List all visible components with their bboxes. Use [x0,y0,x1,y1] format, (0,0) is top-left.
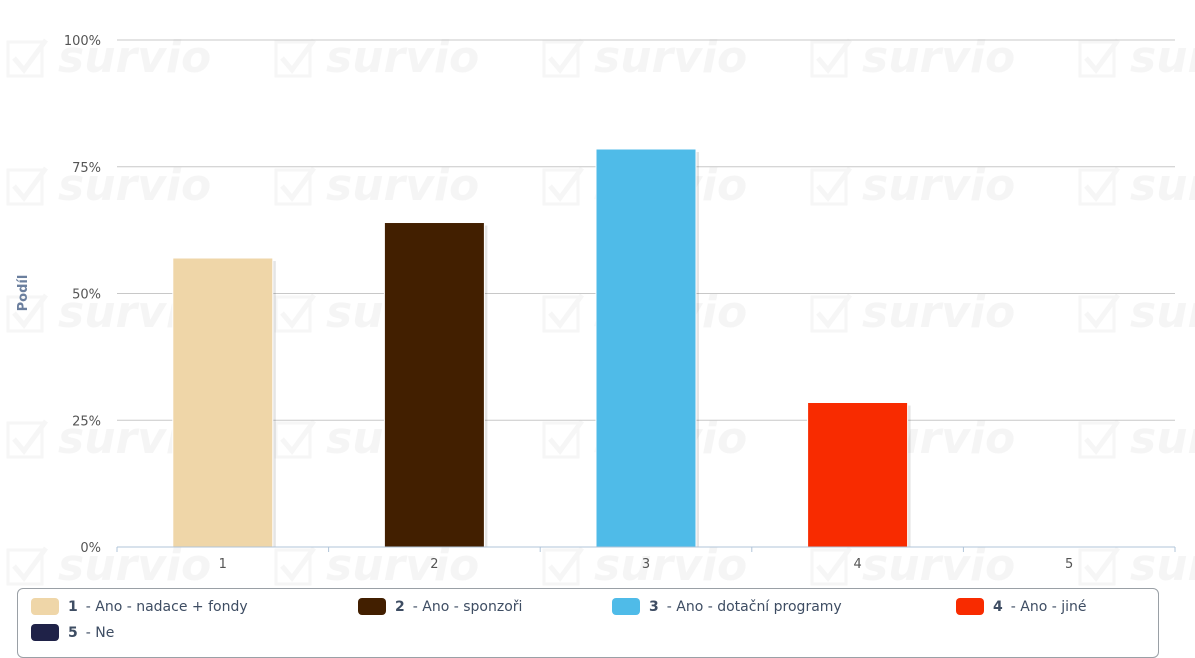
legend-label-1: - Ano - nadace + fondy [85,598,248,615]
y-tick-label: 75% [72,161,101,176]
legend: 1 - Ano - nadace + fondy 2 - Ano - sponz… [17,588,1159,658]
x-tick-label-4: 4 [853,557,861,572]
legend-label-2: - Ano - sponzoři [412,598,523,615]
legend-swatch-3 [612,598,640,615]
bar-2[interactable] [383,222,485,548]
watermark-2-4: survio [1078,287,1195,338]
svg-text:survio: survio [1130,160,1195,211]
legend-swatch-4 [956,598,984,615]
y-tick-label: 50% [72,288,101,303]
svg-text:survio: survio [1130,540,1195,590]
svg-text:survio: survio [1130,287,1195,338]
svg-text:survio: survio [862,540,1015,590]
watermark-4-2: survio [542,540,747,590]
legend-swatch-1 [31,598,59,615]
legend-label-3: - Ano - dotační programy [666,598,842,615]
x-tick-label-1: 1 [219,557,227,572]
legend-item-4[interactable]: 4 - Ano - jiné [956,598,1087,615]
y-tick-label: 100% [64,34,101,49]
watermark-4-0: survio [6,540,211,590]
legend-swatch-2 [358,598,386,615]
legend-swatch-5 [31,624,59,641]
y-tick-label: 25% [72,414,101,429]
svg-text:survio: survio [862,287,1015,338]
legend-label-5: - Ne [85,624,115,641]
x-tick-label-2: 2 [430,557,438,572]
svg-text:survio: survio [326,540,479,590]
legend-item-1[interactable]: 1 - Ano - nadace + fondy [31,598,248,615]
legend-num-5: 5 [68,624,78,641]
watermark-4-4: survio [1078,540,1195,590]
svg-text:survio: survio [326,160,479,211]
legend-num-4: 4 [993,598,1003,615]
legend-item-5[interactable]: 5 - Ne [31,624,114,641]
legend-num-2: 2 [395,598,405,615]
legend-item-2[interactable]: 2 - Ano - sponzoři [358,598,522,615]
watermark-2-3: survio [810,287,1015,338]
svg-text:survio: survio [594,540,747,590]
svg-text:survio: survio [1130,413,1195,464]
x-axis: 1 2 3 4 5 [116,546,1176,572]
bar-chart: survio survio survio survio survio survio surv… [6,34,1195,590]
watermark-4-3: survio [810,540,1015,590]
x-tick-label-3: 3 [642,557,650,572]
bar-1[interactable] [172,257,274,548]
bars [172,148,911,548]
watermark-1-0: survio [6,160,211,211]
watermark-1-1: survio [274,160,479,211]
y-axis-title: Podíl [16,275,31,312]
x-tick-label-5: 5 [1065,557,1073,572]
watermark-3-4: survio [1078,413,1195,464]
legend-num-3: 3 [649,598,659,615]
svg-text:survio: survio [862,160,1015,211]
svg-text:survio: survio [58,540,211,590]
watermark-4-1: survio [274,540,479,590]
y-axis: 0% 25% 50% 75% 100% [64,34,101,556]
svg-text:survio: survio [58,160,211,211]
watermark-1-4: survio [1078,160,1195,211]
legend-label-4: - Ano - jiné [1010,598,1087,615]
bar-4[interactable] [807,402,909,548]
legend-item-3[interactable]: 3 - Ano - dotační programy [612,598,842,615]
y-tick-label: 0% [80,541,101,556]
legend-num-1: 1 [68,598,78,615]
watermark-1-3: survio [810,160,1015,211]
bar-3[interactable] [595,148,697,548]
